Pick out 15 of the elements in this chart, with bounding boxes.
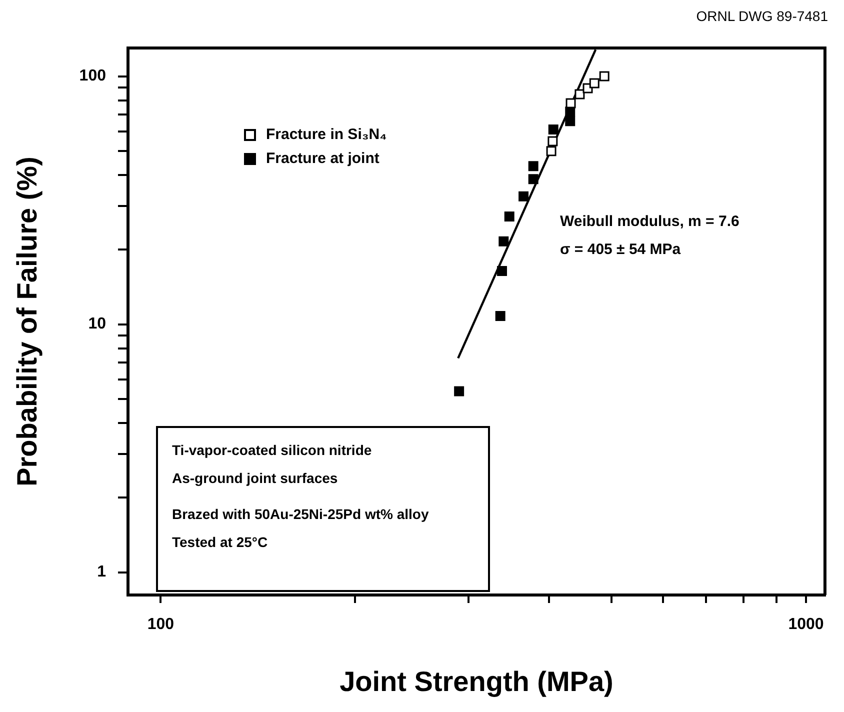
text: ORNL DWG 89-7481 (696, 8, 828, 24)
annotation: Brazed with 50Au-25Ni-25Pd wt% alloy (172, 506, 429, 522)
annotation: Ti-vapor-coated silicon nitride (172, 442, 372, 458)
x-axis-title: Joint Strength (MPa) (340, 666, 614, 697)
y-tick-label: 10 (88, 316, 106, 333)
y-tick-label: 100 (79, 68, 106, 85)
legend-label: Fracture in Si₃N₄ (266, 125, 387, 145)
annotation: As-ground joint surfaces (172, 470, 338, 486)
y-tick-label: 1 (97, 564, 106, 581)
annotation: Tested at 25°C (172, 534, 268, 550)
x-tick-label: 1000 (788, 616, 824, 634)
annotation: Weibull modulus, m = 7.6 (560, 212, 740, 232)
annotation: σ = 405 ± 54 MPa (560, 240, 682, 260)
y-axis-title: Probability of Failure (%) (12, 156, 43, 486)
legend-label: Fracture at joint (266, 149, 380, 169)
